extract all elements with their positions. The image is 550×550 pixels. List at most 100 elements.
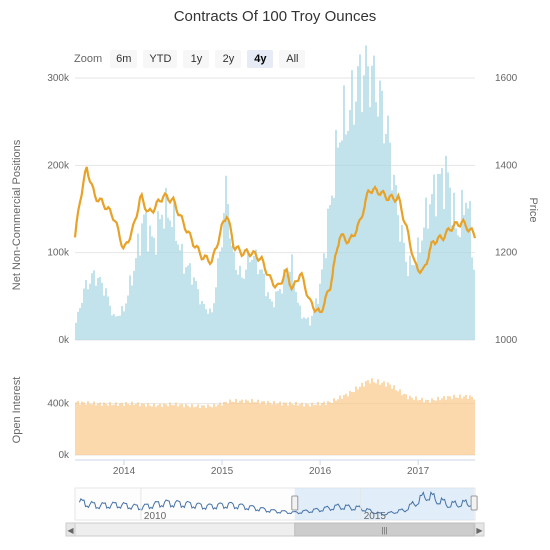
open-interest-bar	[347, 396, 349, 455]
open-interest-bar	[413, 399, 415, 455]
zoom-4y-button[interactable]: 4y	[247, 50, 274, 68]
positions-bar	[95, 285, 97, 340]
open-interest-bar	[217, 404, 219, 455]
open-interest-bar	[223, 401, 225, 455]
positions-bar	[151, 236, 153, 340]
positions-bar	[403, 242, 405, 340]
navigator-x-tick-label: 2010	[144, 511, 167, 522]
scroll-left-button[interactable]	[65, 522, 76, 537]
positions-bar	[425, 197, 427, 340]
open-interest-bar	[189, 407, 191, 455]
open-interest-bar	[441, 398, 443, 455]
scrollbar-thumb[interactable]	[294, 522, 475, 537]
positions-bar	[253, 255, 255, 340]
open-interest-bar	[201, 405, 203, 455]
navigator-x-tick-label: 2015	[364, 511, 387, 522]
positions-bar	[359, 54, 361, 340]
open-interest-bar	[83, 402, 85, 455]
positions-bar	[99, 276, 101, 340]
open-interest-bar	[79, 404, 81, 455]
positions-bar	[285, 274, 287, 340]
open-interest-bar	[277, 403, 279, 455]
open-interest-bar	[181, 403, 183, 455]
x-tick-label: 2016	[309, 466, 332, 477]
positions-bar	[351, 70, 353, 340]
positions-bar	[269, 298, 271, 340]
open-interest-bar	[405, 394, 407, 455]
open-interest-bar	[369, 383, 371, 455]
open-interest-bar	[329, 402, 331, 455]
positions-bar	[231, 245, 233, 340]
open-interest-bar	[299, 404, 301, 455]
positions-bar	[109, 305, 111, 340]
positions-bar	[411, 264, 413, 340]
zoom-ytd-button[interactable]: YTD	[143, 50, 178, 68]
oi-axis-title: Open Interest	[11, 377, 23, 444]
open-interest-bar	[411, 397, 413, 455]
positions-bar	[225, 175, 227, 340]
open-interest-bar	[409, 395, 411, 455]
positions-bar	[323, 253, 325, 340]
open-interest-bar	[473, 399, 475, 455]
scroll-right-button[interactable]	[474, 522, 485, 537]
scrollbar[interactable]: ||| ◀ ▶	[65, 522, 485, 537]
zoom-6m-button[interactable]: 6m	[110, 50, 138, 68]
x-tick-label: 2015	[211, 466, 234, 477]
positions-bar	[207, 313, 209, 340]
positions-bar	[103, 295, 105, 340]
open-interest-bar	[417, 400, 419, 455]
positions-bar	[255, 249, 257, 340]
zoom-2y-button[interactable]: 2y	[215, 50, 242, 68]
positions-bar	[199, 304, 201, 340]
positions-bar	[299, 305, 301, 340]
positions-bar	[305, 318, 307, 340]
positions-bar	[167, 217, 169, 340]
open-interest-bar	[91, 404, 93, 455]
navigator-right-handle[interactable]	[470, 495, 478, 511]
positions-bar	[107, 296, 109, 340]
open-interest-bar	[127, 403, 129, 455]
positions-bar	[209, 308, 211, 340]
open-interest-bar	[241, 399, 243, 455]
positions-bar	[421, 240, 423, 340]
open-interest-bar	[425, 399, 427, 455]
open-interest-bar	[419, 399, 421, 455]
open-interest-bar	[325, 404, 327, 455]
open-interest-bar	[103, 402, 105, 455]
open-interest-bar	[195, 406, 197, 455]
positions-bar	[275, 291, 277, 340]
positions-bar	[419, 252, 421, 340]
positions-bar	[343, 85, 345, 341]
zoom-all-button[interactable]: All	[279, 50, 306, 68]
positions-bar	[317, 303, 319, 340]
positions-bar	[161, 214, 163, 340]
positions-bar	[91, 273, 93, 340]
positions-bar	[307, 317, 309, 340]
positions-bar	[429, 204, 431, 340]
open-interest-bar	[177, 406, 179, 455]
positions-bar	[445, 155, 447, 340]
open-interest-bar	[455, 397, 457, 455]
open-interest-bar	[167, 406, 169, 455]
positions-bar	[295, 291, 297, 340]
positions-bar	[233, 252, 235, 340]
navigator-left-handle[interactable]	[291, 495, 299, 511]
open-interest-bar	[89, 404, 91, 455]
positions-bar	[197, 289, 199, 340]
open-interest-bar	[435, 400, 437, 455]
positions-bar	[241, 277, 243, 340]
open-interest-bar	[271, 404, 273, 455]
navigator[interactable]: 2010 2015	[74, 487, 478, 522]
positions-bar	[89, 283, 91, 340]
positions-bar	[153, 237, 155, 340]
open-interest-bar	[245, 399, 247, 455]
open-interest-bar	[179, 404, 181, 455]
zoom-1y-button[interactable]: 1y	[183, 50, 210, 68]
open-interest-bar	[171, 405, 173, 455]
open-interest-bar	[465, 394, 467, 455]
open-interest-bar	[357, 389, 359, 455]
positions-bar	[79, 308, 81, 340]
positions-bar	[321, 269, 323, 340]
open-interest-bar	[433, 400, 435, 455]
positions-bar	[237, 274, 239, 340]
